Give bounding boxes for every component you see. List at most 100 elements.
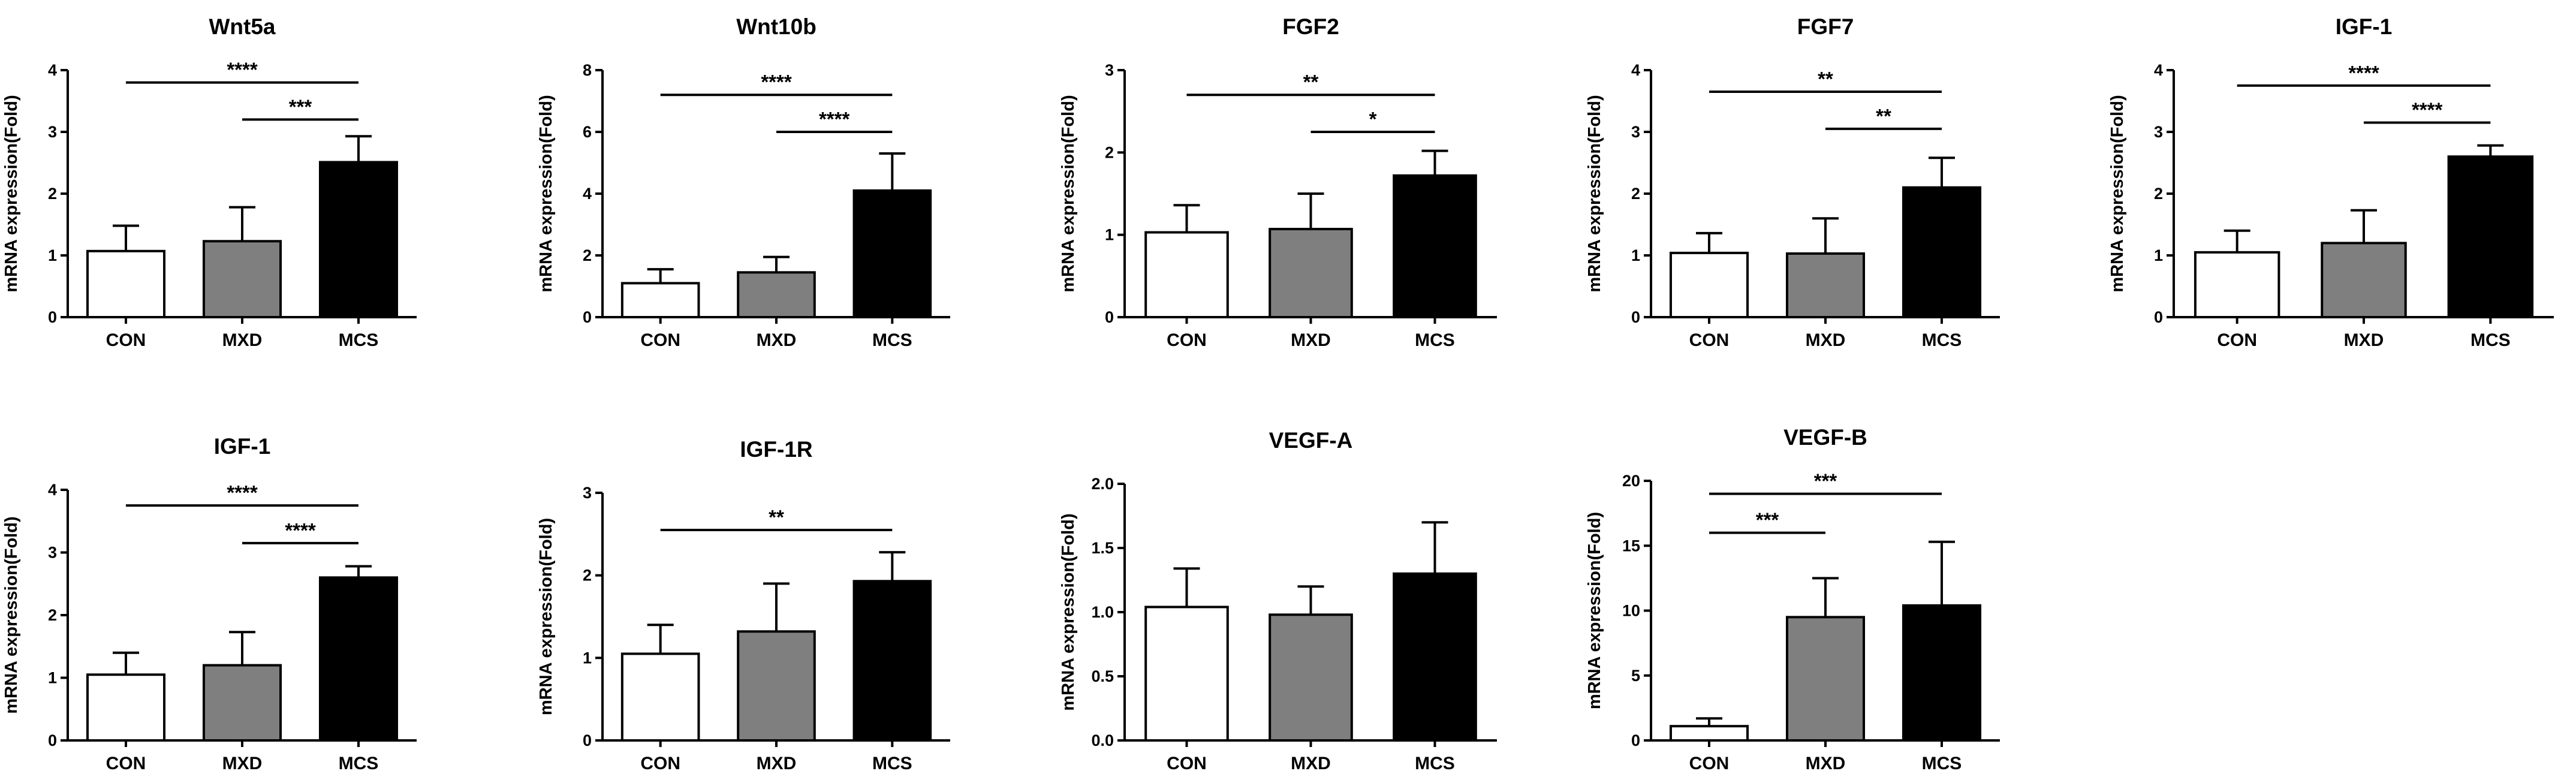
bar [1785,252,1866,318]
bar [1902,604,1982,742]
significance-label: ** [1818,68,1833,90]
y-axis-label: mRNA expression(Fold) [1059,95,1078,292]
x-tick-label: MCS [1922,330,1962,350]
y-axis-label: mRNA expression(Fold) [2,516,21,713]
y-tick-label: 1 [2154,246,2163,264]
y-tick-label: 2 [48,606,57,624]
x-tick-label: CON [1689,754,1730,773]
y-tick-label: 0 [583,731,592,749]
x-tick-label: MCS [1922,754,1962,773]
y-tick-label: 0.5 [1091,667,1114,685]
y-tick-label: 1 [1105,226,1114,244]
significance-label: **** [227,481,258,504]
significance-label: **** [2412,99,2443,121]
bar [318,576,399,742]
chart-title: FGF2 [1282,14,1339,39]
x-tick-label: CON [1689,330,1730,350]
y-tick-label: 0 [2154,308,2163,326]
y-tick-label: 3 [1631,123,1640,141]
bar [1269,613,1353,742]
y-tick-label: 15 [1622,537,1640,555]
chart-panel: IGF-1 mRNA expression(Fold) 0 1 2 3 4 CON MXD MCS… [2108,14,2554,350]
x-tick-label: MCS [872,330,912,350]
bar [737,630,816,742]
chart-panel: VEGF-B mRNA expression(Fold) 0 5 10 15 20 CON MX… [1585,425,2000,773]
significance-label: ** [1303,71,1319,93]
significance-label: *** [289,95,312,118]
y-tick-label: 5 [1631,667,1640,685]
bar [852,189,932,318]
y-tick-label: 1 [48,669,57,687]
x-tick-label: CON [640,754,680,773]
x-tick-label: CON [1167,754,1207,773]
bar [1669,725,1749,742]
bar [202,664,282,742]
chart-panel: VEGF-A mRNA expression(Fold) 0.0 0.5 1.0 1.5 2… [1059,428,1497,773]
bar [737,271,816,319]
x-tick-label: MCS [872,754,912,773]
x-tick-label: MXD [1291,754,1331,773]
y-tick-label: 2 [1631,185,1640,203]
y-axis-label: mRNA expression(Fold) [2108,95,2127,292]
y-tick-label: 1.0 [1091,603,1114,621]
x-tick-label: MXD [222,330,263,350]
y-tick-label: 1.5 [1091,539,1114,557]
y-tick-label: 0 [1631,308,1640,326]
y-tick-label: 6 [583,123,592,141]
chart-panel: IGF-1R mRNA expression(Fold) 0 1 2 3 CON MXD MCS… [537,437,950,773]
bar [1669,251,1749,319]
chart-panel: Wnt10b mRNA expression(Fold) 0 2 4 6 8 CON MXD MC… [537,14,950,350]
bar [2194,251,2280,319]
y-tick-label: 0 [1105,308,1114,326]
bar [1393,174,1477,318]
significance-label: **** [819,108,850,130]
y-tick-label: 2 [48,185,57,203]
y-tick-label: 3 [1105,61,1114,79]
bar [2447,155,2534,318]
x-tick-label: MXD [757,754,797,773]
x-tick-label: CON [2217,330,2257,350]
x-tick-label: MCS [339,754,379,773]
y-tick-label: 10 [1622,602,1640,620]
y-tick-label: 8 [583,61,592,79]
bar [1393,572,1477,742]
y-tick-label: 0.0 [1091,731,1114,749]
significance-label: ** [1876,105,1891,127]
bar [620,652,700,742]
y-axis-label: mRNA expression(Fold) [537,95,556,292]
y-tick-label: 4 [1631,61,1640,79]
bar [318,161,399,318]
chart-title: VEGF-B [1783,425,1867,450]
y-tick-label: 4 [48,61,57,79]
bar [202,240,282,318]
chart-panel: FGF7 mRNA expression(Fold) 0 1 2 3 4 CON MXD MCS *… [1585,14,2000,350]
y-tick-label: 3 [48,544,57,562]
chart-panel: Wnt5a mRNA expression(Fold) 0 1 2 3 4 CON MXD MCS… [2,14,417,350]
y-tick-label: 4 [2154,61,2163,79]
x-tick-label: CON [1167,330,1207,350]
chart-title: FGF7 [1797,14,1854,39]
y-tick-label: 0 [1631,731,1640,749]
chart-title: Wnt10b [736,14,817,39]
y-tick-label: 1 [583,649,592,667]
bar [1785,616,1866,742]
chart-title: IGF-1 [2336,14,2393,39]
chart-panel: IGF-1 mRNA expression(Fold) 0 1 2 3 4 CON MXD MCS… [2,434,417,773]
bar [86,673,166,742]
y-tick-label: 3 [583,484,592,502]
x-tick-label: MXD [757,330,797,350]
chart-title: VEGF-A [1269,428,1353,453]
x-tick-label: CON [106,330,146,350]
y-tick-label: 0 [48,308,57,326]
bar [1269,228,1353,319]
x-tick-label: MXD [222,754,263,773]
y-tick-label: 0 [48,731,57,749]
x-tick-label: MCS [1415,754,1455,773]
y-tick-label: 1 [48,246,57,264]
significance-label: **** [2348,62,2379,84]
y-tick-label: 2.0 [1091,475,1114,493]
significance-label: *** [1814,470,1837,492]
significance-label: * [1369,108,1377,130]
